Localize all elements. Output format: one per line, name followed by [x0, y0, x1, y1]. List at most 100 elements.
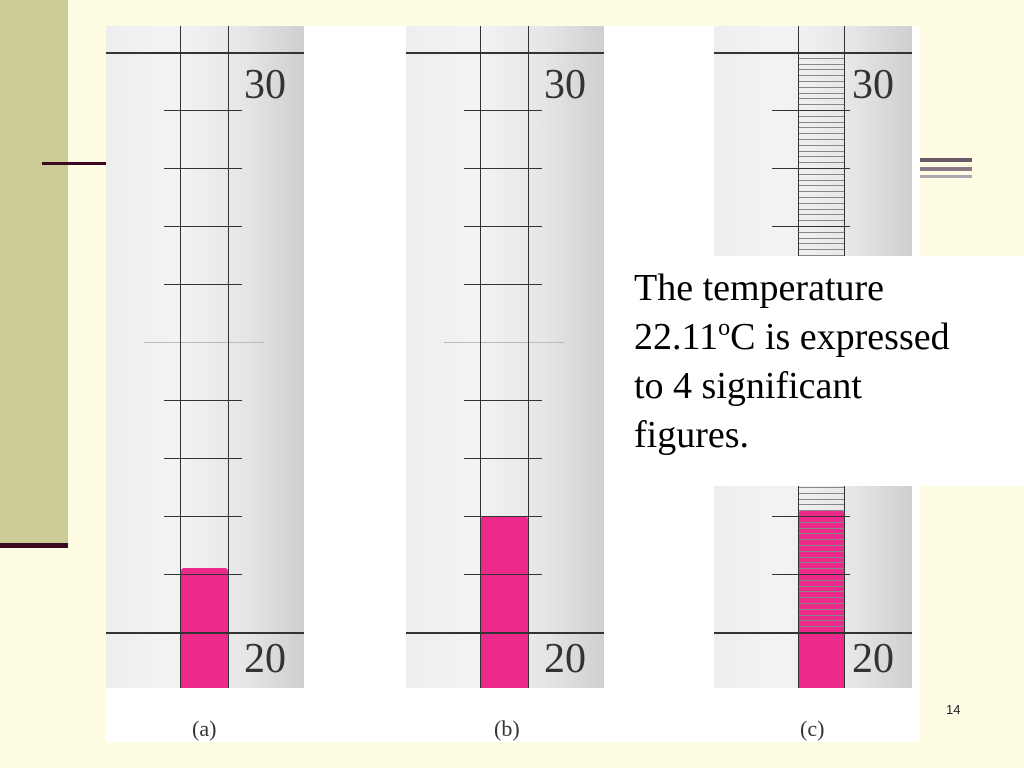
- note-text: The temperature 22.11oC is expressed to …: [634, 264, 1024, 460]
- minor-tick: [798, 162, 844, 163]
- minor-tick: [798, 243, 844, 244]
- liquid-column: [481, 516, 528, 688]
- minor-tick: [798, 220, 844, 221]
- degree-tick: [772, 574, 850, 575]
- degree-tick: [464, 168, 542, 169]
- degree-tick: [772, 168, 850, 169]
- minor-tick: [798, 568, 844, 569]
- title-rule-right: [920, 167, 972, 171]
- stem-line: [228, 26, 229, 688]
- stem-line: [180, 26, 181, 688]
- minor-tick: [798, 87, 844, 88]
- title-rule-left: [42, 162, 106, 165]
- degree-tick: [464, 284, 542, 285]
- minor-tick: [798, 528, 844, 529]
- minor-tick: [798, 539, 844, 540]
- minor-tick: [798, 603, 844, 604]
- minor-tick: [798, 586, 844, 587]
- bottom-label: 20: [852, 636, 894, 682]
- note-value: 22.11: [634, 316, 719, 358]
- scale-line-20: [714, 632, 912, 634]
- degree-tick: [464, 516, 542, 517]
- minor-tick: [798, 522, 844, 523]
- minor-tick: [798, 609, 844, 610]
- minor-tick: [798, 551, 844, 552]
- left-accent-band: [0, 0, 68, 543]
- minor-tick: [798, 255, 844, 256]
- minor-tick: [798, 116, 844, 117]
- minor-tick: [798, 499, 844, 500]
- caption-a: (a): [192, 716, 217, 741]
- scale-line-30: [406, 52, 604, 54]
- degree-tick: [464, 110, 542, 111]
- minor-tick: [798, 557, 844, 558]
- minor-tick: [798, 504, 844, 505]
- caption-b: (b): [494, 716, 520, 741]
- note-line: The temperature: [634, 267, 885, 309]
- stem-line: [480, 26, 481, 688]
- title-rule-right: [920, 158, 972, 162]
- bottom-label: 20: [244, 636, 286, 682]
- minor-tick: [798, 174, 844, 175]
- minor-tick: [798, 133, 844, 134]
- minor-tick: [798, 533, 844, 534]
- minor-tick: [798, 139, 844, 140]
- top-label: 30: [544, 62, 586, 108]
- minor-tick: [798, 249, 844, 250]
- note-line: to 4 significant: [634, 365, 862, 407]
- minor-tick: [798, 81, 844, 82]
- stem-line: [528, 26, 529, 688]
- degree-tick: [164, 226, 242, 227]
- degree-tick: [144, 342, 264, 343]
- note-line: figures.: [634, 414, 750, 456]
- minor-tick: [798, 98, 844, 99]
- minor-tick: [798, 232, 844, 233]
- minor-tick: [798, 214, 844, 215]
- minor-tick: [798, 69, 844, 70]
- top-label: 30: [852, 62, 894, 108]
- minor-tick: [798, 180, 844, 181]
- minor-tick: [798, 562, 844, 563]
- minor-tick: [798, 591, 844, 592]
- liquid-column: [181, 568, 228, 688]
- degree-tick: [772, 226, 850, 227]
- minor-tick: [798, 545, 844, 546]
- scale-line-20: [406, 632, 604, 634]
- minor-tick: [798, 58, 844, 59]
- degree-tick: [164, 400, 242, 401]
- minor-tick: [798, 156, 844, 157]
- degree-tick: [164, 110, 242, 111]
- degree-tick: [464, 574, 542, 575]
- minor-tick: [798, 151, 844, 152]
- minor-tick: [798, 510, 844, 511]
- minor-tick: [798, 127, 844, 128]
- liquid-column: [799, 510, 844, 688]
- bottom-label: 20: [544, 636, 586, 682]
- minor-tick: [798, 580, 844, 581]
- minor-tick: [798, 197, 844, 198]
- degree-sup: o: [718, 315, 731, 341]
- minor-tick: [798, 238, 844, 239]
- minor-tick: [798, 93, 844, 94]
- degree-tick: [164, 284, 242, 285]
- minor-tick: [798, 122, 844, 123]
- degree-tick: [772, 110, 850, 111]
- thermometer-a: 30 20: [106, 26, 304, 688]
- degree-tick: [464, 226, 542, 227]
- left-band-rule: [0, 543, 68, 548]
- scale-line-30: [714, 52, 912, 54]
- minor-tick: [798, 487, 844, 488]
- minor-tick: [798, 64, 844, 65]
- minor-tick: [798, 620, 844, 621]
- minor-tick: [798, 615, 844, 616]
- page-number: 14: [946, 702, 961, 717]
- title-rule-right: [920, 175, 972, 178]
- minor-tick: [798, 145, 844, 146]
- caption-c: (c): [800, 716, 825, 741]
- minor-tick: [798, 104, 844, 105]
- degree-tick: [164, 168, 242, 169]
- minor-tick: [798, 597, 844, 598]
- minor-tick: [798, 209, 844, 210]
- degree-tick: [464, 458, 542, 459]
- thermometer-b: 30 20: [406, 26, 604, 688]
